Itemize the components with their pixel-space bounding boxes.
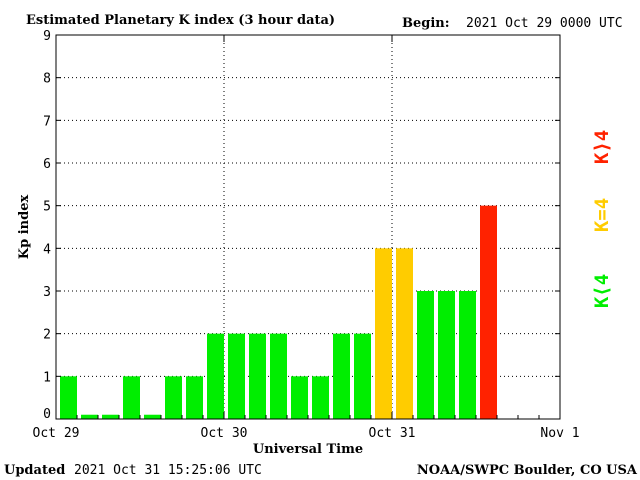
updated-label: Updated	[4, 463, 65, 478]
kp-bar	[186, 376, 203, 419]
kp-bar	[123, 376, 140, 419]
x-tick-label: Nov 1	[540, 426, 579, 441]
bars	[60, 205, 497, 419]
kp-bar	[312, 376, 329, 419]
kp-bar	[228, 333, 245, 419]
kp-bar	[333, 333, 350, 419]
kp-bar	[60, 376, 77, 419]
legend-below-4: K⟨4	[591, 274, 613, 308]
y-tick-label: 5	[43, 200, 51, 215]
y-tick-label: 1	[43, 370, 51, 385]
y-tick-label: 8	[43, 72, 51, 87]
kp-bar	[207, 333, 224, 419]
legend-equal-4: K=4	[591, 198, 613, 232]
x-tick-label: Oct 29	[33, 426, 80, 441]
kp-bar	[291, 376, 308, 419]
y-tick-label: 9	[43, 29, 51, 44]
y-axis-ticks: 0 1 2 3 4 5 6 7 8 9	[43, 29, 560, 422]
x-tick-label: Oct 30	[201, 426, 248, 441]
kp-bar	[270, 333, 287, 419]
kp-bar	[165, 376, 182, 419]
kp-bar	[81, 414, 98, 419]
legend-above-4: K⟩4	[591, 130, 613, 164]
begin-value: 2021 Oct 29 0000 UTC	[466, 16, 623, 31]
kp-bar	[417, 291, 434, 419]
y-tick-label: 6	[43, 157, 51, 172]
kp-bar	[459, 291, 476, 419]
y-tick-label: 0	[43, 407, 51, 422]
x-axis-ticks: Oct 29 Oct 30 Oct 31 Nov 1	[33, 35, 580, 441]
kp-bar	[102, 414, 119, 419]
kp-bar	[396, 248, 413, 419]
kp-bar	[375, 248, 392, 419]
x-axis-label: Universal Time	[253, 442, 363, 457]
x-tick-label: Oct 31	[369, 426, 416, 441]
chart-title: Estimated Planetary K index (3 hour data…	[26, 13, 335, 28]
kp-bar	[438, 291, 455, 419]
kp-bar	[354, 333, 371, 419]
kp-bar	[144, 414, 161, 419]
y-tick-label: 2	[43, 328, 51, 343]
y-tick-label: 3	[43, 285, 51, 300]
kp-bar	[249, 333, 266, 419]
y-tick-label: 4	[43, 242, 51, 257]
updated-value: 2021 Oct 31 15:25:06 UTC	[74, 463, 262, 478]
y-axis-label: Kp index	[17, 195, 32, 260]
begin-label: Begin:	[402, 16, 450, 31]
source-credit: NOAA/SWPC Boulder, CO USA	[417, 463, 638, 478]
kp-bar	[480, 205, 497, 419]
y-tick-label: 7	[43, 114, 51, 129]
